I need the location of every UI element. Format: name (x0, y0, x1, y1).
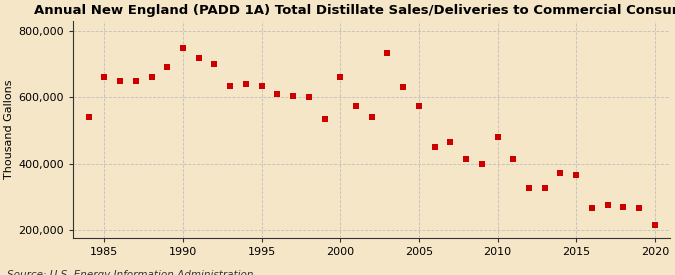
Y-axis label: Thousand Gallons: Thousand Gallons (4, 80, 14, 179)
Title: Annual New England (PADD 1A) Total Distillate Sales/Deliveries to Commercial Con: Annual New England (PADD 1A) Total Disti… (34, 4, 675, 17)
Text: Source: U.S. Energy Information Administration: Source: U.S. Energy Information Administ… (7, 271, 253, 275)
